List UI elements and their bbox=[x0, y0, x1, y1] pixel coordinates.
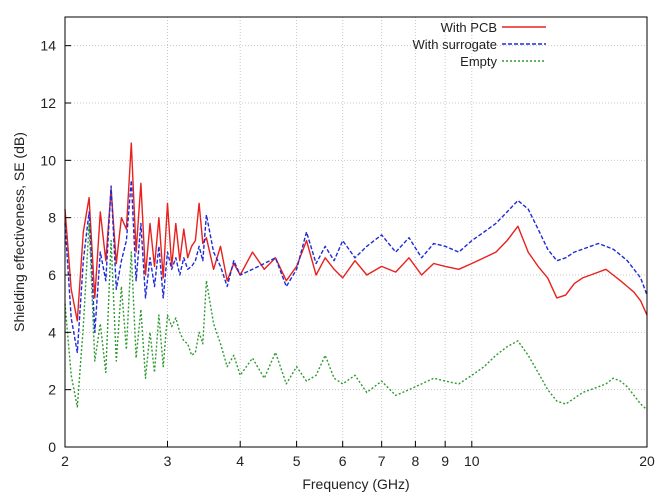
series-group bbox=[64, 142, 648, 411]
x-tick-label: 10 bbox=[464, 453, 480, 469]
y-tick-label: 0 bbox=[48, 439, 56, 455]
series-line bbox=[64, 222, 648, 411]
x-tick-label: 9 bbox=[441, 453, 449, 469]
y-tick-label: 12 bbox=[40, 95, 56, 111]
x-tick-label: 4 bbox=[236, 453, 244, 469]
y-tick-label: 10 bbox=[40, 152, 56, 168]
x-tick-label: 2 bbox=[61, 453, 69, 469]
grid bbox=[64, 17, 648, 447]
legend-label: Empty bbox=[460, 54, 497, 69]
x-tick-label: 3 bbox=[164, 453, 172, 469]
legend-label: With PCB bbox=[441, 20, 497, 35]
y-tick-label: 14 bbox=[40, 38, 56, 54]
plot-frame bbox=[64, 16, 648, 448]
legend-label: With surrogate bbox=[412, 37, 497, 52]
y-tick-label: 8 bbox=[48, 210, 56, 226]
x-axis-title: Frequency (GHz) bbox=[302, 476, 409, 492]
x-tick-label: 6 bbox=[339, 453, 347, 469]
series-line bbox=[64, 179, 648, 354]
y-tick-label: 6 bbox=[48, 267, 56, 283]
x-tick-label: 20 bbox=[639, 453, 655, 469]
y-tick-label: 4 bbox=[48, 324, 56, 340]
x-tick-label: 7 bbox=[378, 453, 386, 469]
legend: With PCB With surrogate Empty bbox=[412, 20, 546, 69]
y-axis-title: Shielding effectiveness, SE (dB) bbox=[11, 132, 27, 332]
series-line bbox=[64, 142, 648, 322]
x-tick-label: 5 bbox=[293, 453, 301, 469]
x-tick-label: 8 bbox=[412, 453, 420, 469]
y-tick-label: 2 bbox=[48, 382, 56, 398]
